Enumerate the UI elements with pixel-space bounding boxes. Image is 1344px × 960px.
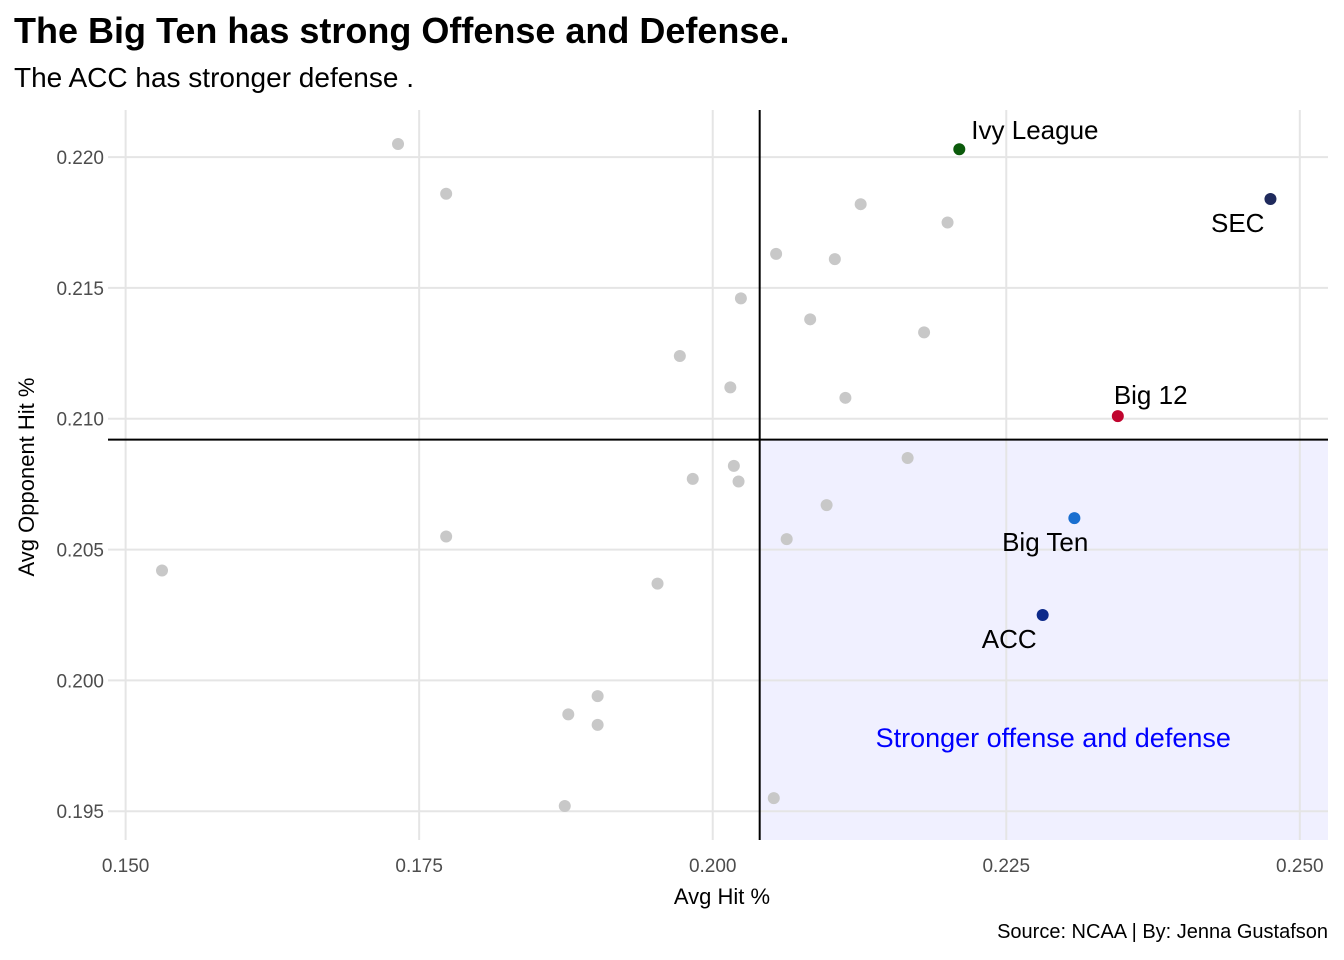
highlight-point (1068, 512, 1081, 525)
data-point (591, 718, 604, 731)
data-point (392, 138, 405, 151)
data-point (941, 216, 954, 229)
x-tick-label: 0.175 (395, 856, 443, 877)
y-tick-label: 0.215 (56, 279, 104, 300)
data-point (854, 198, 867, 211)
point-label: ACC (982, 624, 1037, 654)
region-label: Stronger offense and defense (876, 723, 1231, 753)
highlight-point (1264, 192, 1277, 205)
chart-caption: Source: NCAA | By: Jenna Gustafson (997, 921, 1328, 943)
data-point (673, 349, 686, 362)
x-tick-label: 0.150 (102, 856, 150, 877)
data-point (918, 326, 931, 339)
data-point (767, 792, 780, 805)
y-tick-label: 0.205 (56, 541, 104, 562)
y-tick-label: 0.210 (56, 410, 104, 431)
x-tick-label: 0.250 (1276, 856, 1324, 877)
highlight-point (1111, 410, 1124, 423)
data-point (724, 381, 737, 394)
data-point (820, 499, 833, 512)
data-point (440, 187, 453, 200)
data-point (732, 475, 745, 488)
point-label: Ivy League (971, 115, 1098, 145)
y-tick-label: 0.200 (56, 671, 104, 692)
data-point (558, 799, 571, 812)
data-point (156, 564, 169, 577)
data-point (734, 292, 747, 305)
highlight-point (953, 143, 966, 156)
y-tick-label: 0.195 (56, 802, 104, 823)
data-point (686, 472, 699, 485)
data-point (440, 530, 453, 543)
point-label: Big Ten (1002, 527, 1088, 557)
data-point (901, 451, 914, 464)
data-point (780, 533, 793, 546)
x-tick-label: 0.225 (982, 856, 1030, 877)
data-point (651, 577, 664, 590)
data-point (591, 690, 604, 703)
data-point (804, 313, 817, 326)
point-label: SEC (1211, 208, 1264, 238)
data-point (770, 247, 783, 260)
chart-subtitle: The ACC has stronger defense . (14, 62, 414, 93)
shaded-region (759, 439, 1328, 840)
y-tick-label: 0.220 (56, 148, 104, 169)
y-axis-title: Avg Opponent Hit % (14, 378, 39, 577)
data-point (727, 459, 740, 472)
data-point (839, 391, 852, 404)
x-axis-title: Avg Hit % (674, 884, 770, 909)
chart-title: The Big Ten has strong Offense and Defen… (14, 10, 790, 51)
data-point (562, 708, 575, 721)
x-tick-label: 0.200 (689, 856, 737, 877)
data-point (828, 253, 841, 266)
highlight-point (1036, 608, 1049, 621)
point-label: Big 12 (1114, 380, 1188, 410)
